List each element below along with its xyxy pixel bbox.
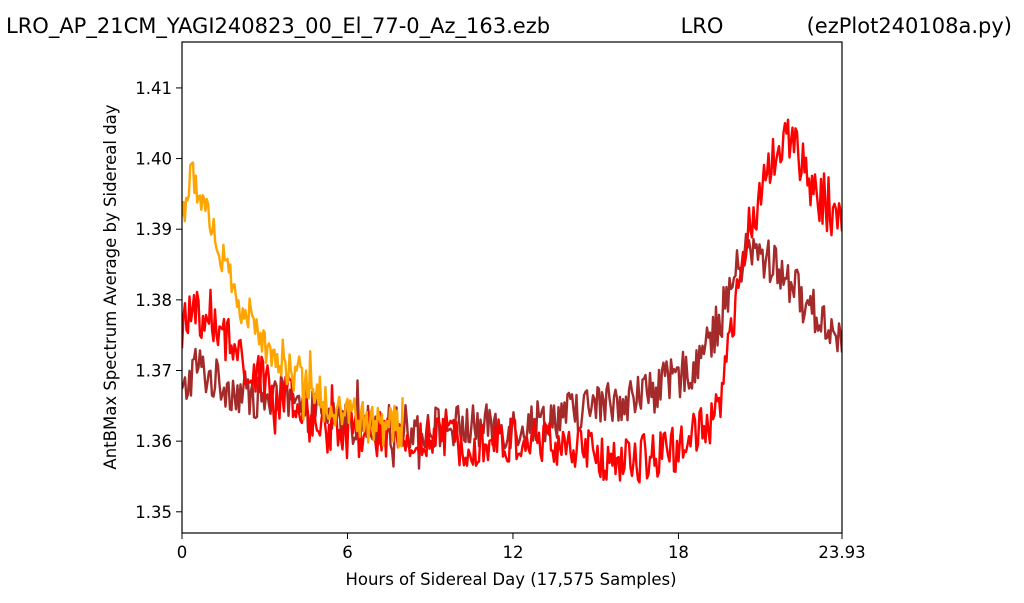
y-tick-label: 1.37 — [135, 362, 172, 381]
series-line-3 — [182, 161, 404, 449]
plot-frame — [181, 41, 843, 534]
y-tick-label: 1.40 — [135, 150, 172, 169]
y-tick-label: 1.38 — [135, 291, 172, 310]
file-title: LRO_AP_21CM_YAGI240823_00_El_77-0_Az_163… — [6, 14, 550, 39]
series-line-2 — [182, 118, 842, 484]
script-title: (ezPlot240108a.py) — [807, 14, 1012, 38]
x-tick-label: 6 — [342, 543, 353, 562]
x-tick-label: 23.93 — [818, 543, 865, 562]
x-tick-label: 18 — [668, 543, 689, 562]
y-tick-label: 1.39 — [135, 220, 172, 239]
y-axis: 1.35 1.36 1.37 1.38 1.39 1.40 1.41 — [135, 79, 182, 522]
y-axis-label: AntBMax Spectrum Average by Sidereal day — [101, 104, 120, 469]
y-tick-label: 1.36 — [135, 432, 172, 451]
y-tick-label: 1.41 — [135, 79, 172, 98]
y-tick-label: 1.35 — [135, 503, 172, 522]
x-tick-label: 0 — [177, 543, 188, 562]
x-axis-label: Hours of Sidereal Day (17,575 Samples) — [345, 570, 676, 589]
series-line-1 — [182, 232, 842, 470]
x-axis: 0 6 12 18 23.93 — [177, 533, 866, 562]
series-layer — [182, 118, 842, 484]
x-tick-label: 12 — [502, 543, 523, 562]
site-title: LRO — [681, 14, 724, 38]
